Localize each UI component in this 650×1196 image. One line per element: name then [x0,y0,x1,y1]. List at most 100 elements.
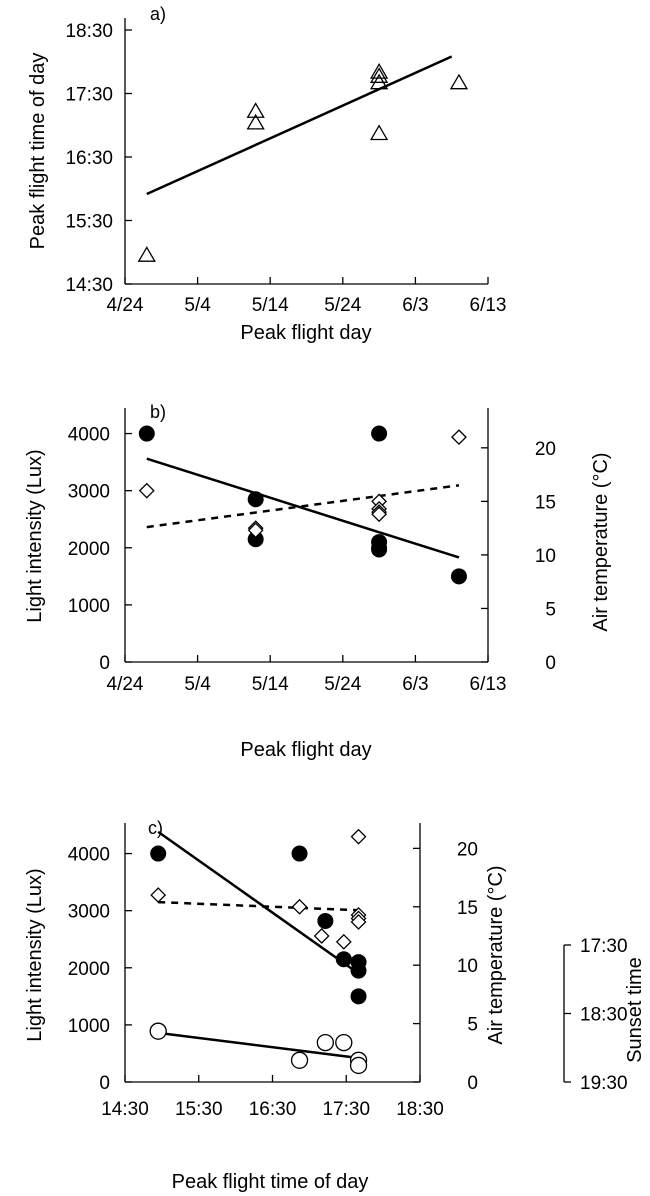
panel-c-sunset-point [335,1033,353,1052]
panel-b-x-label: Peak flight day [240,739,371,761]
panel-c-x-tick-label: 14:30 [101,1099,149,1120]
panel-b-light-point [247,531,264,548]
panel-c-sunset-point [349,1056,368,1075]
panel-a-point [369,124,389,141]
panel-a-point [369,73,389,90]
panel-a-trendline [146,55,453,196]
panel-c-temperature-point [291,898,308,915]
panel-b-x-tick-label: 5/4 [184,674,211,695]
panel-b-temperature-trendline [146,484,460,529]
panel-c-temperature-point [313,928,330,944]
panel-a-y-tick-label: 15:30 [65,212,113,233]
panel-c-sunset-point [290,1051,309,1069]
panel-b-x-tick-label: 6/3 [402,674,428,695]
panel-c-y-tick-label: 2000 [68,959,110,980]
panel-c-x-tick-label: 18:30 [396,1099,444,1120]
panel-a-label: a) [150,4,166,24]
panel-a-point [246,113,265,130]
panel-b-light-point [247,491,264,508]
panel-a-y-tick-label: 17:30 [65,85,113,106]
panel-c-light-point [350,988,367,1005]
panel-c-x-tick-label: 17:30 [322,1099,370,1120]
panel-a-x-tick-label: 5/14 [252,295,289,316]
panel-b-y-tick-label: 4000 [68,425,110,446]
panel-c-y2-tick-label: 20 [457,839,478,860]
panel-b-y2-tick-label: 10 [535,546,556,567]
panel-b: b) 0 1000 2000 3000 4000 0 5 10 15 20 4/24 5/4 5/1… [24,402,612,761]
panel-a-x-tick-label: 5/24 [324,295,361,316]
panel-a-x-label: Peak flight day [240,322,371,344]
panel-b-y-tick-label: 1000 [68,596,110,617]
panel-c-light-trendline [157,830,360,975]
panel-c-y-tick-label: 1000 [68,1016,110,1037]
panel-b-label: b) [150,402,166,422]
panel-b-light-trendline [146,457,460,559]
panel-b-x-tick-label: 5/14 [252,674,289,695]
panel-a-y-tick-label: 16:30 [65,148,113,169]
panel-b-y-label: Light intensity (Lux) [24,449,46,622]
panel-c-y2-tick-label: 0 [467,1073,478,1094]
panel-a-x-tick-label: 6/13 [470,295,507,316]
panel-c-sunset-tick-label: 18:30 [580,1005,628,1026]
panel-a-x-tick-label: 4/24 [107,295,144,316]
panel-a-x-tick-label: 5/4 [184,295,211,316]
panel-a-y-label: Peak flight time of day [27,53,49,250]
panel-c-y-tick-label: 4000 [68,845,110,866]
panel-b-y2-tick-label: 0 [545,653,556,674]
panel-c-temperature-point [350,828,367,845]
panel-c-temperature-point [335,933,352,950]
panel-a: a) 14:30 15:30 16:30 17:30 18:30 4/24 5/4 5/14… [27,4,506,344]
panel-c-x-label: Peak flight time of day [172,1171,369,1193]
panel-c-x-tick-label: 16:30 [249,1099,297,1120]
panel-c-temperature-point [150,887,167,904]
panel-b-y2-tick-label: 5 [545,599,556,620]
panel-c-sunset-point [149,1022,167,1040]
panel-b-y2-tick-label: 15 [535,492,556,513]
panel-c-light-point [335,951,352,968]
panel-b-light-point [450,568,467,585]
panel-c-light-point [317,912,334,929]
panel-c-light-point [350,962,367,979]
panel-b-temperature-point [247,522,264,539]
panel-a-x-tick-label: 6/3 [402,295,428,316]
panel-c-y-tick-label: 3000 [68,902,110,923]
panel-b-x-tick-label: 4/24 [107,674,144,695]
panel-b-x-tick-label: 6/13 [470,674,507,695]
panel-a-point [369,67,389,83]
panel-a-point [246,102,265,118]
panel-c-sunset-label: Sunset time [624,957,646,1063]
panel-a-y-tick-label: 18:30 [65,21,113,42]
panel-c-y2-label: Air temperature (°C) [485,865,507,1044]
panel-c-sunset-tick-label: 19:30 [580,1073,628,1094]
panel-b-x-tick-label: 5/24 [324,674,361,695]
panel-c-sunset-tick-label: 17:30 [580,936,628,957]
panel-b-temperature-point [451,429,467,446]
panel-a-point [369,63,389,79]
panel-a-point [449,73,469,90]
panel-b-light-point [371,425,388,442]
panel-b-light-point [138,425,155,442]
panel-b-light-point [371,541,388,558]
panel-a-point [137,246,156,262]
panel-c-y2-tick-label: 5 [467,1015,478,1036]
panel-b-y-tick-label: 2000 [68,539,110,560]
panel-b-y2-tick-label: 20 [535,439,556,460]
panel-c-light-point [291,845,308,862]
panel-a-y-tick-label: 14:30 [65,275,113,296]
panel-c-sunset-trendline [158,1031,359,1060]
panel-c-y-label: Light intensity (Lux) [24,868,46,1041]
panel-b-y2-label: Air temperature (°C) [590,452,612,631]
panel-b-temperature-point [138,482,155,499]
panel-c-y-tick-label: 0 [99,1073,110,1094]
panel-b-y-tick-label: 0 [99,653,110,674]
panel-b-y-tick-label: 3000 [68,482,110,503]
panel-c-y2-tick-label: 10 [457,956,478,977]
panel-c-sunset-point [316,1033,335,1052]
panel-b-temperature-point [371,506,388,523]
panel-c-light-point [150,845,167,862]
panel-c-temperature-point [350,914,367,930]
panel-c-x-tick-label: 15:30 [175,1099,223,1120]
panel-c-y2-tick-label: 15 [457,898,478,919]
